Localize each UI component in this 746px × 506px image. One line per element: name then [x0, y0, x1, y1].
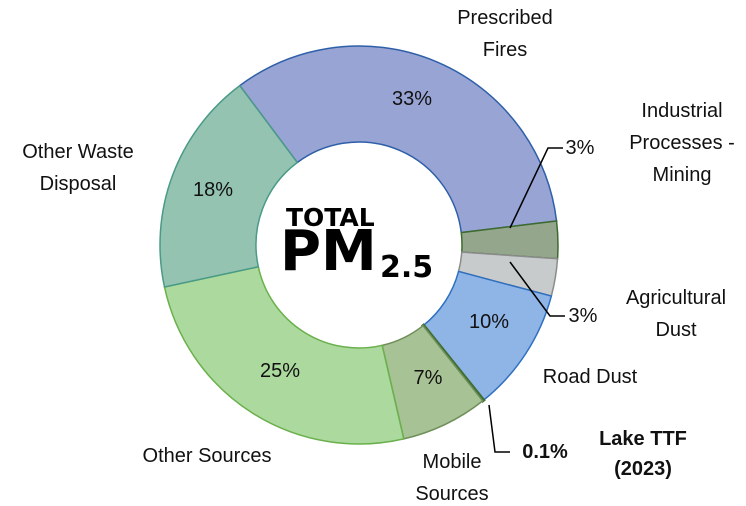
slice — [159, 84, 299, 288]
category-label: Road Dust — [542, 366, 638, 388]
category-label: Other Waste Disposal — [22, 141, 134, 195]
leader-line — [509, 147, 563, 229]
value-label: 3% — [568, 305, 598, 327]
slice — [238, 45, 558, 234]
leader-line — [488, 404, 510, 453]
value-label: 10% — [468, 311, 510, 333]
value-label: 18% — [192, 179, 234, 201]
category-label: Industrial Processes - Mining — [629, 100, 735, 186]
category-label: Lake TTF (2023) — [599, 428, 687, 480]
category-label: Other Sources — [142, 445, 272, 467]
center-main: PM — [280, 219, 377, 284]
slice — [163, 265, 405, 445]
value-label: 33% — [391, 88, 433, 110]
value-label: 3% — [565, 137, 595, 159]
category-label: Mobile Sources — [415, 451, 489, 505]
category-label: Prescribed Fires — [457, 7, 553, 61]
value-label: 0.1% — [522, 441, 568, 463]
category-label: Agricultural Dust — [625, 287, 727, 341]
value-label: 25% — [259, 360, 301, 382]
center-top: TOTAL — [286, 203, 375, 232]
leader-line — [509, 261, 565, 317]
value-label: 7% — [413, 367, 443, 389]
center-sub: 2.5 — [380, 250, 434, 285]
